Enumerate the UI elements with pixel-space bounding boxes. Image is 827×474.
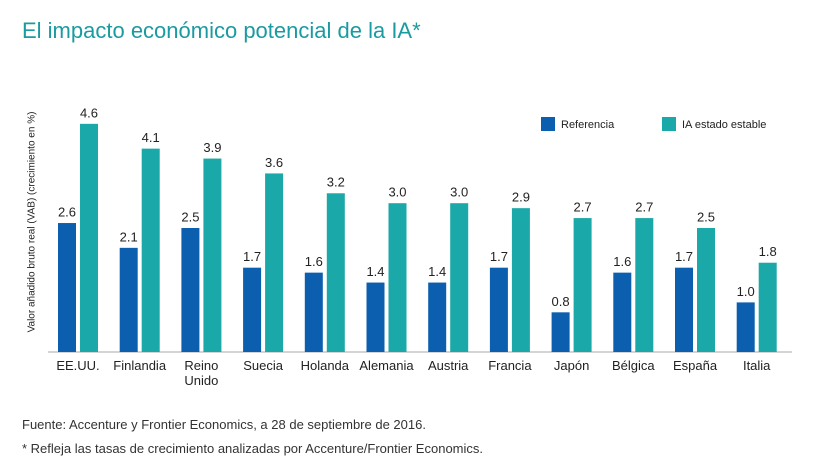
x-tick-label: Suecia <box>243 358 283 373</box>
data-label: 1.4 <box>428 264 446 279</box>
bar <box>141 148 160 352</box>
y-axis-label: Valor añadido bruto real (VAB) (crecimie… <box>27 112 38 333</box>
data-label: 2.7 <box>635 200 653 215</box>
x-tick-label: Francia <box>488 358 532 373</box>
bar <box>243 267 262 352</box>
data-label: 2.6 <box>58 204 76 219</box>
x-tick-label: Holanda <box>300 358 350 373</box>
bar <box>635 218 654 352</box>
x-tick-label: España <box>672 358 718 373</box>
x-tick-label: Reino Unido <box>184 358 219 388</box>
legend-swatch <box>662 117 676 131</box>
data-label: 1.6 <box>613 254 631 269</box>
legend-label: IA estado estable <box>682 119 766 131</box>
data-label: 0.8 <box>552 294 570 309</box>
bar <box>428 282 447 352</box>
bar <box>366 282 385 352</box>
data-label: 1.7 <box>675 249 693 264</box>
x-tick-label: Alemania <box>359 358 414 373</box>
footnote: * Refleja las tasas de crecimiento anali… <box>22 441 483 456</box>
data-label: 3.2 <box>327 175 345 190</box>
x-tick-label: EE.UU. <box>56 358 100 373</box>
data-label: 1.6 <box>305 254 323 269</box>
data-label: 2.7 <box>574 200 592 215</box>
data-label: 2.9 <box>512 190 530 205</box>
bar <box>511 208 530 352</box>
bar <box>203 158 222 352</box>
legend-swatch <box>541 117 555 131</box>
bar <box>736 302 755 352</box>
data-label: 2.5 <box>697 209 715 224</box>
bar <box>675 267 693 352</box>
source-note: Fuente: Accenture y Frontier Economics, … <box>22 417 426 432</box>
bar <box>388 203 407 352</box>
x-tick-label: Finlandia <box>113 358 167 373</box>
x-tick-label: Bélgica <box>611 358 655 373</box>
bar <box>119 247 138 352</box>
bar <box>450 203 469 352</box>
data-label: 1.7 <box>243 249 261 264</box>
data-label: 3.0 <box>450 185 468 200</box>
bar <box>551 312 570 352</box>
x-tick-label: Italia <box>742 358 771 373</box>
x-tick-label: Austria <box>427 358 469 373</box>
data-label: 1.7 <box>490 249 508 264</box>
bar <box>573 218 592 352</box>
data-label: 3.9 <box>203 140 221 155</box>
bar <box>697 228 715 352</box>
data-label: 2.5 <box>181 209 199 224</box>
bar <box>181 228 200 352</box>
bar <box>758 262 777 352</box>
bar <box>265 173 284 352</box>
data-label: 3.0 <box>388 185 406 200</box>
data-label: 1.0 <box>737 284 755 299</box>
data-label: 1.8 <box>759 244 777 259</box>
bar <box>326 193 345 352</box>
bar <box>489 267 508 352</box>
legend-label: Referencia <box>561 119 615 131</box>
data-label: 1.4 <box>366 264 384 279</box>
data-label: 4.6 <box>80 105 98 120</box>
chart-title: El impacto económico potencial de la IA* <box>22 18 421 43</box>
data-label: 2.1 <box>120 229 138 244</box>
x-tick-label: Japón <box>553 358 590 373</box>
bar <box>58 223 76 352</box>
data-label: 4.1 <box>142 130 160 145</box>
bar <box>613 272 632 352</box>
data-label: 3.6 <box>265 155 283 170</box>
bar <box>304 272 323 352</box>
bar <box>80 123 98 352</box>
